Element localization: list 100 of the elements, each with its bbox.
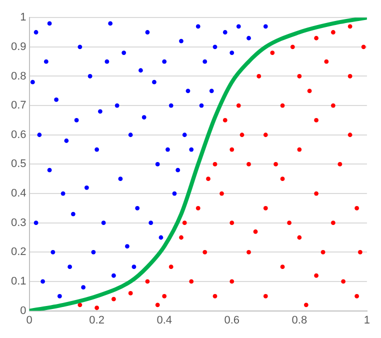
line-series [29,18,367,311]
point [78,44,82,50]
point [176,168,180,172]
point [186,88,190,94]
point [246,162,251,166]
point [114,103,120,108]
point [158,235,164,240]
y-tick-label: 0.8 [10,70,26,82]
point [314,118,318,122]
point [314,191,318,196]
point [179,235,184,240]
point [280,264,285,270]
point [64,138,69,143]
y-tick-label: 0.5 [10,158,26,170]
x-tick-label: 0.8 [292,314,308,326]
point [297,74,302,78]
point [168,264,174,270]
point [361,44,366,50]
point [236,24,241,29]
point [314,273,318,278]
point [220,191,224,196]
point [112,296,116,302]
point [358,250,362,254]
point [263,132,268,138]
point [47,168,52,172]
point [47,21,52,26]
point [341,279,346,284]
point [354,206,360,210]
point [304,302,308,308]
point [155,302,160,308]
point [230,279,234,284]
point [189,279,194,284]
point [162,59,167,64]
point [230,50,234,55]
point [212,44,218,50]
point [222,118,228,122]
point [179,38,184,44]
point [189,147,194,152]
y-tick-label: 1 [20,12,26,24]
y-tick-label: 0.6 [10,128,26,141]
point [152,80,156,84]
point [246,36,251,40]
point [101,220,106,226]
point [34,30,38,34]
point [125,244,130,248]
point [54,97,59,102]
point [50,250,56,254]
point [274,162,278,166]
point [297,235,302,240]
point [138,68,143,73]
point [348,24,352,29]
point [182,132,187,138]
point [112,273,116,278]
point [263,294,268,298]
y-tick-label: 0 [20,304,26,317]
point [246,250,251,254]
point [196,24,200,29]
point [128,291,133,296]
point [108,21,113,26]
point [172,191,177,196]
point [88,74,92,78]
point [182,220,187,226]
point [209,88,214,94]
y-tick-label: 0.3 [10,216,26,229]
point [307,88,312,94]
point [297,147,302,152]
x-tick-label: 0.4 [156,314,172,326]
point [287,220,292,226]
point [202,59,208,64]
point [145,279,150,284]
point [199,103,204,108]
point [263,206,268,210]
point [70,212,76,216]
point [57,294,62,298]
point [354,294,360,298]
point [135,206,140,210]
point [98,109,102,114]
point [118,176,123,182]
x-tick-label: 0.2 [89,314,104,326]
point [145,30,150,34]
point [81,285,86,290]
point [212,294,218,298]
point [338,162,342,166]
point [236,103,241,108]
point [256,74,262,78]
point [320,250,326,254]
point [222,30,228,34]
point [348,74,352,78]
point [78,302,82,308]
point [142,115,146,120]
point [280,176,285,182]
point [44,59,48,64]
point [168,103,174,108]
y-tick-label: 0.1 [10,276,26,288]
point [240,132,244,138]
point [155,162,160,166]
point [128,132,133,138]
point [60,191,66,196]
point [253,229,258,234]
point [34,220,38,226]
